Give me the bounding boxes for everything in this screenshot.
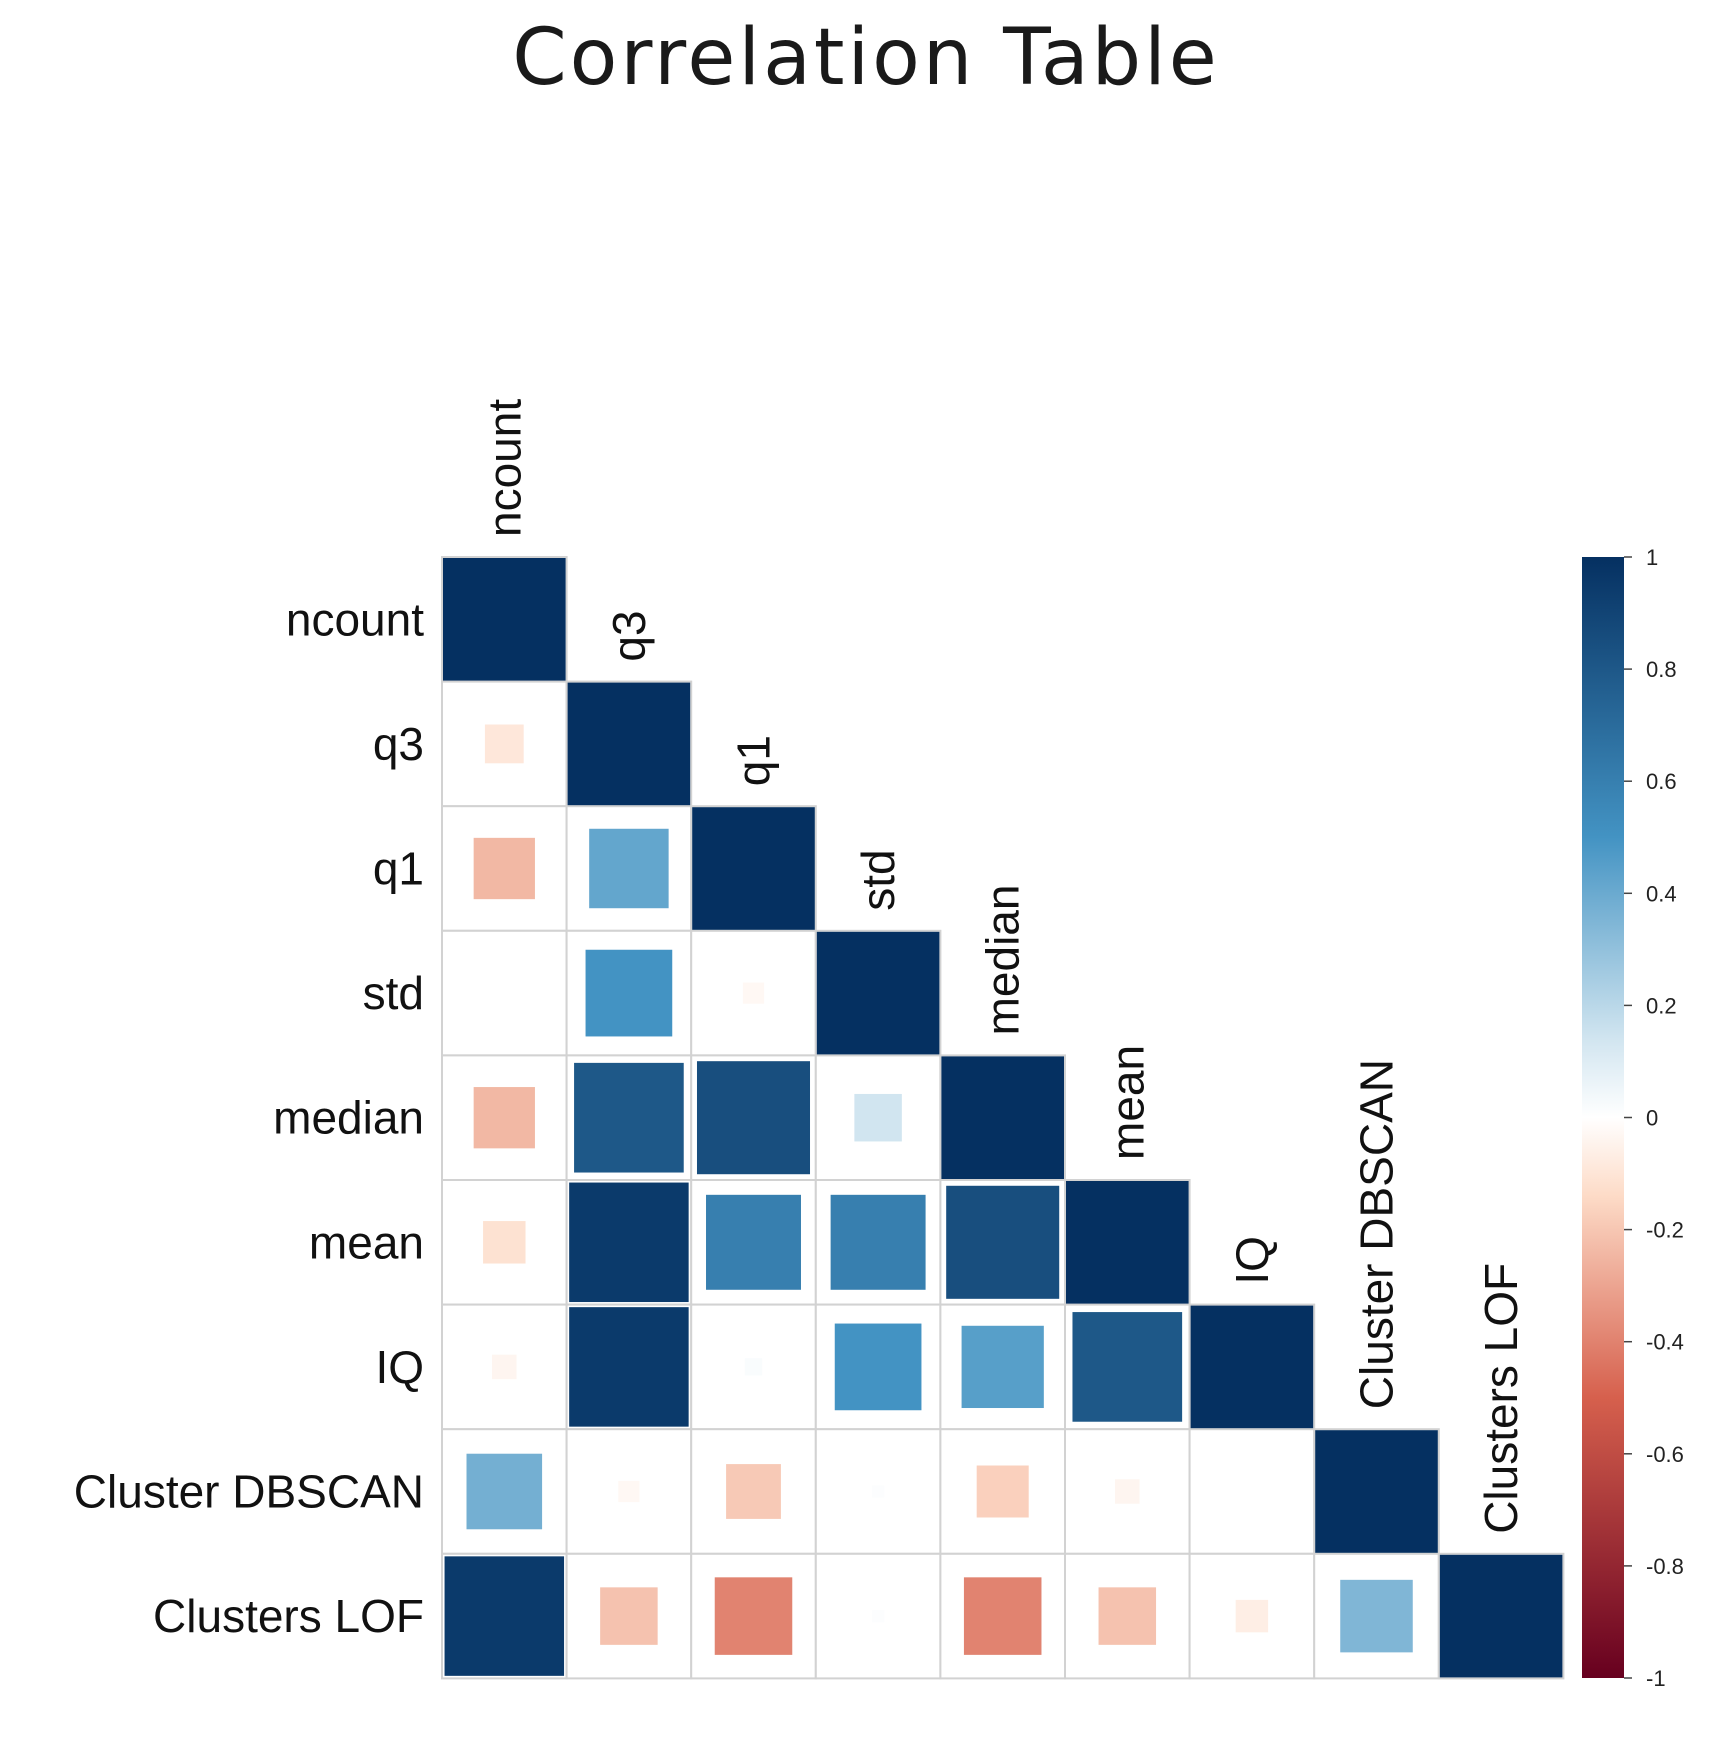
grid-cell-clusters-lof-q1 (690, 1552, 817, 1680)
corr-mark-cluster-dbscan-cluster-dbscan (1315, 1430, 1438, 1553)
colorbar-tick-label: 0.6 (1646, 769, 1677, 794)
corr-mark-clusters-lof-ncount (444, 1556, 565, 1676)
corr-mark-cluster-dbscan-q1 (726, 1464, 781, 1519)
corr-mark-iq-std (834, 1323, 922, 1411)
colorbar-tick-label: 0.4 (1646, 881, 1677, 906)
corr-mark-mean-q1 (706, 1194, 801, 1290)
grid-cell-iq-ncount (441, 1303, 568, 1431)
corr-mark-iq-mean (1072, 1312, 1183, 1422)
corr-mark-median-median (941, 1056, 1064, 1179)
col-label-median: median (977, 885, 1029, 1036)
corr-mark-iq-q1 (744, 1358, 763, 1376)
corr-mark-clusters-lof-std (871, 1609, 885, 1623)
colorbar-tick-label: -0.2 (1646, 1218, 1684, 1243)
grid-cell-cluster-dbscan-iq (1188, 1428, 1316, 1555)
row-label-mean: mean (309, 1216, 424, 1268)
corr-mark-median-std (854, 1093, 902, 1142)
row-label-q3: q3 (373, 718, 424, 770)
colorbar-tick-label: 0.8 (1646, 657, 1677, 682)
colorbar-tick-label: 0.2 (1646, 993, 1677, 1018)
corr-mark-q1-q1 (692, 807, 815, 930)
col-label-clusters-lof: Clusters LOF (1475, 1263, 1527, 1534)
correlation-marks (443, 558, 1563, 1678)
corr-mark-cluster-dbscan-ncount (466, 1453, 543, 1530)
corr-mark-iq-iq (1190, 1305, 1314, 1429)
corr-mark-mean-ncount (483, 1221, 526, 1264)
col-label-ncount: ncount (478, 399, 530, 537)
colorbar-tick-label: -0.8 (1646, 1554, 1684, 1579)
corr-mark-iq-q3 (569, 1307, 689, 1427)
row-label-median: median (273, 1092, 424, 1144)
colorbar-tick-label: -0.6 (1646, 1442, 1684, 1467)
colorbar-tick-label: 1 (1646, 545, 1658, 570)
colorbar (1582, 557, 1624, 1678)
grid-cell-std-ncount (441, 929, 568, 1057)
colorbar-tick-label: -0.4 (1646, 1330, 1684, 1355)
colorbar-ticks: 1 0.8 0.6 0.4 0.2 0 -0.2 -0.4 -0.6 -0.8 -1 (1624, 545, 1684, 1691)
col-label-q3: q3 (603, 610, 655, 661)
corr-mark-clusters-lof-q3 (600, 1587, 658, 1645)
corr-mark-clusters-lof-q1 (714, 1577, 793, 1655)
colorbar-tick-label: 0 (1646, 1106, 1658, 1131)
colorbar-legend: 1 0.8 0.6 0.4 0.2 0 -0.2 -0.4 -0.6 -0.8 -1 (1582, 545, 1684, 1691)
corr-mark-mean-mean (1066, 1181, 1189, 1304)
row-label-std: std (363, 967, 424, 1019)
col-label-q1: q1 (728, 735, 780, 786)
corr-mark-q3-q3 (567, 682, 691, 806)
grid-cell-clusters-lof-median (939, 1552, 1067, 1680)
colorbar-tick-label: -1 (1646, 1666, 1666, 1691)
corr-mark-std-q1 (742, 982, 765, 1004)
column-labels: ncount q3 q1 std median mean IQ Cluster DBSCAN C… (478, 399, 1527, 1534)
corr-mark-cluster-dbscan-mean (1115, 1479, 1140, 1504)
corr-mark-iq-median (961, 1325, 1044, 1409)
corr-mark-cluster-dbscan-std (871, 1485, 885, 1498)
corr-mark-q1-ncount (473, 837, 535, 900)
corr-mark-cluster-dbscan-q3 (618, 1480, 640, 1503)
corr-mark-mean-q3 (569, 1182, 689, 1303)
col-label-iq: IQ (1226, 1236, 1278, 1285)
corr-mark-ncount-ncount (443, 558, 566, 681)
row-label-cluster-dbscan: Cluster DBSCAN (74, 1466, 424, 1518)
col-label-cluster-dbscan: Cluster DBSCAN (1351, 1059, 1403, 1409)
grid-cell-median-std (814, 1054, 942, 1182)
col-label-std: std (852, 849, 904, 910)
corr-mark-std-q3 (585, 949, 673, 1037)
corr-mark-mean-median (946, 1185, 1060, 1299)
corr-mark-iq-ncount (492, 1354, 517, 1380)
corr-mark-mean-std (830, 1194, 926, 1290)
row-label-clusters-lof: Clusters LOF (153, 1590, 424, 1642)
corr-mark-std-std (816, 931, 940, 1055)
row-label-iq: IQ (375, 1341, 424, 1393)
corr-mark-clusters-lof-clusters-lof (1439, 1554, 1563, 1678)
corr-mark-q1-q3 (589, 828, 669, 909)
corr-mark-clusters-lof-median (963, 1577, 1042, 1655)
chart-title: Correlation Table (512, 13, 1220, 103)
corr-mark-q3-ncount (484, 724, 524, 764)
corr-mark-median-ncount (473, 1087, 535, 1149)
corr-mark-clusters-lof-mean (1098, 1587, 1157, 1645)
corr-mark-cluster-dbscan-median (976, 1465, 1029, 1518)
corr-mark-median-q1 (696, 1061, 811, 1175)
corr-mark-clusters-lof-iq (1235, 1599, 1269, 1633)
corr-mark-clusters-lof-cluster-dbscan (1340, 1579, 1413, 1653)
corr-mark-median-q3 (574, 1062, 684, 1173)
row-label-q1: q1 (373, 843, 424, 895)
row-label-ncount: ncount (286, 593, 424, 645)
row-labels: ncount q3 q1 std median mean IQ Cluster DBSCAN C… (74, 593, 424, 1642)
col-label-mean: mean (1101, 1045, 1153, 1160)
